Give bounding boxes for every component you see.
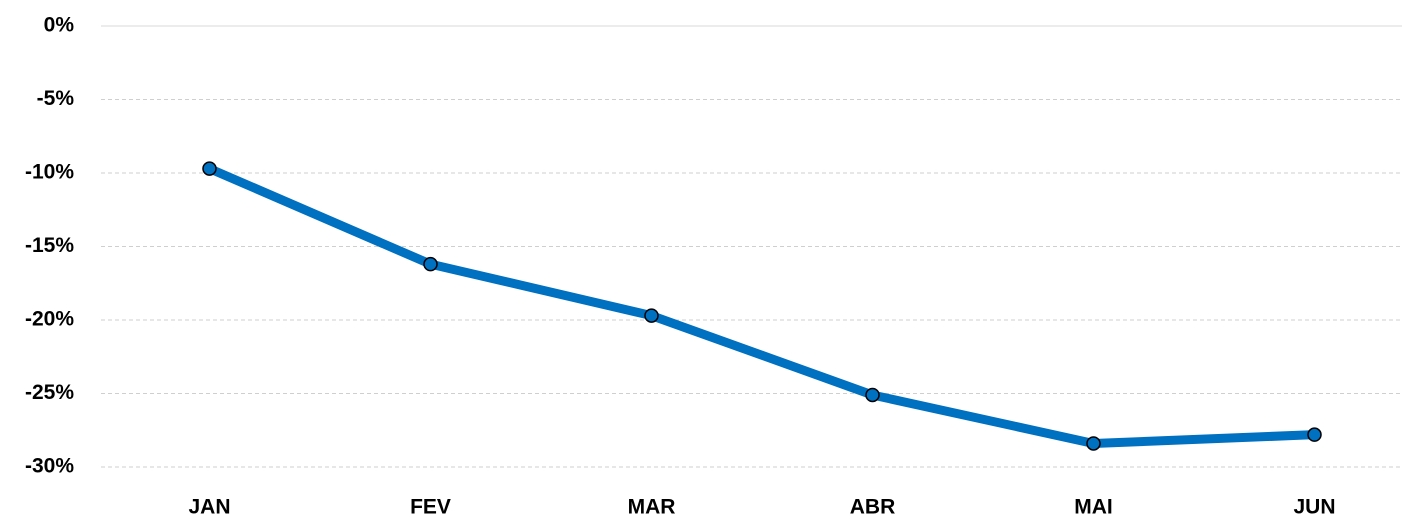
x-tick-label: ABR (850, 496, 896, 519)
y-tick-label: -5% (37, 87, 75, 110)
point (202, 161, 217, 176)
y-tick-label: -25% (25, 381, 74, 404)
y-tick-label: -15% (25, 234, 74, 257)
y-tick-label: 0% (44, 14, 75, 37)
x-tick-label: MAR (628, 496, 676, 519)
point (1307, 427, 1322, 442)
x-tick-label: MAI (1074, 496, 1113, 519)
y-tick-label: -30% (25, 455, 74, 478)
point (865, 387, 880, 403)
x-tick-label: JUN (1293, 496, 1335, 519)
point (644, 308, 659, 323)
y-tick-label: -20% (25, 308, 74, 331)
x-tick-label: JAN (188, 496, 230, 519)
x-tick-label: FEV (410, 496, 451, 519)
line (205, 164, 1319, 448)
y-tick-label: -10% (25, 161, 74, 184)
point (1086, 436, 1101, 451)
point (423, 256, 438, 272)
